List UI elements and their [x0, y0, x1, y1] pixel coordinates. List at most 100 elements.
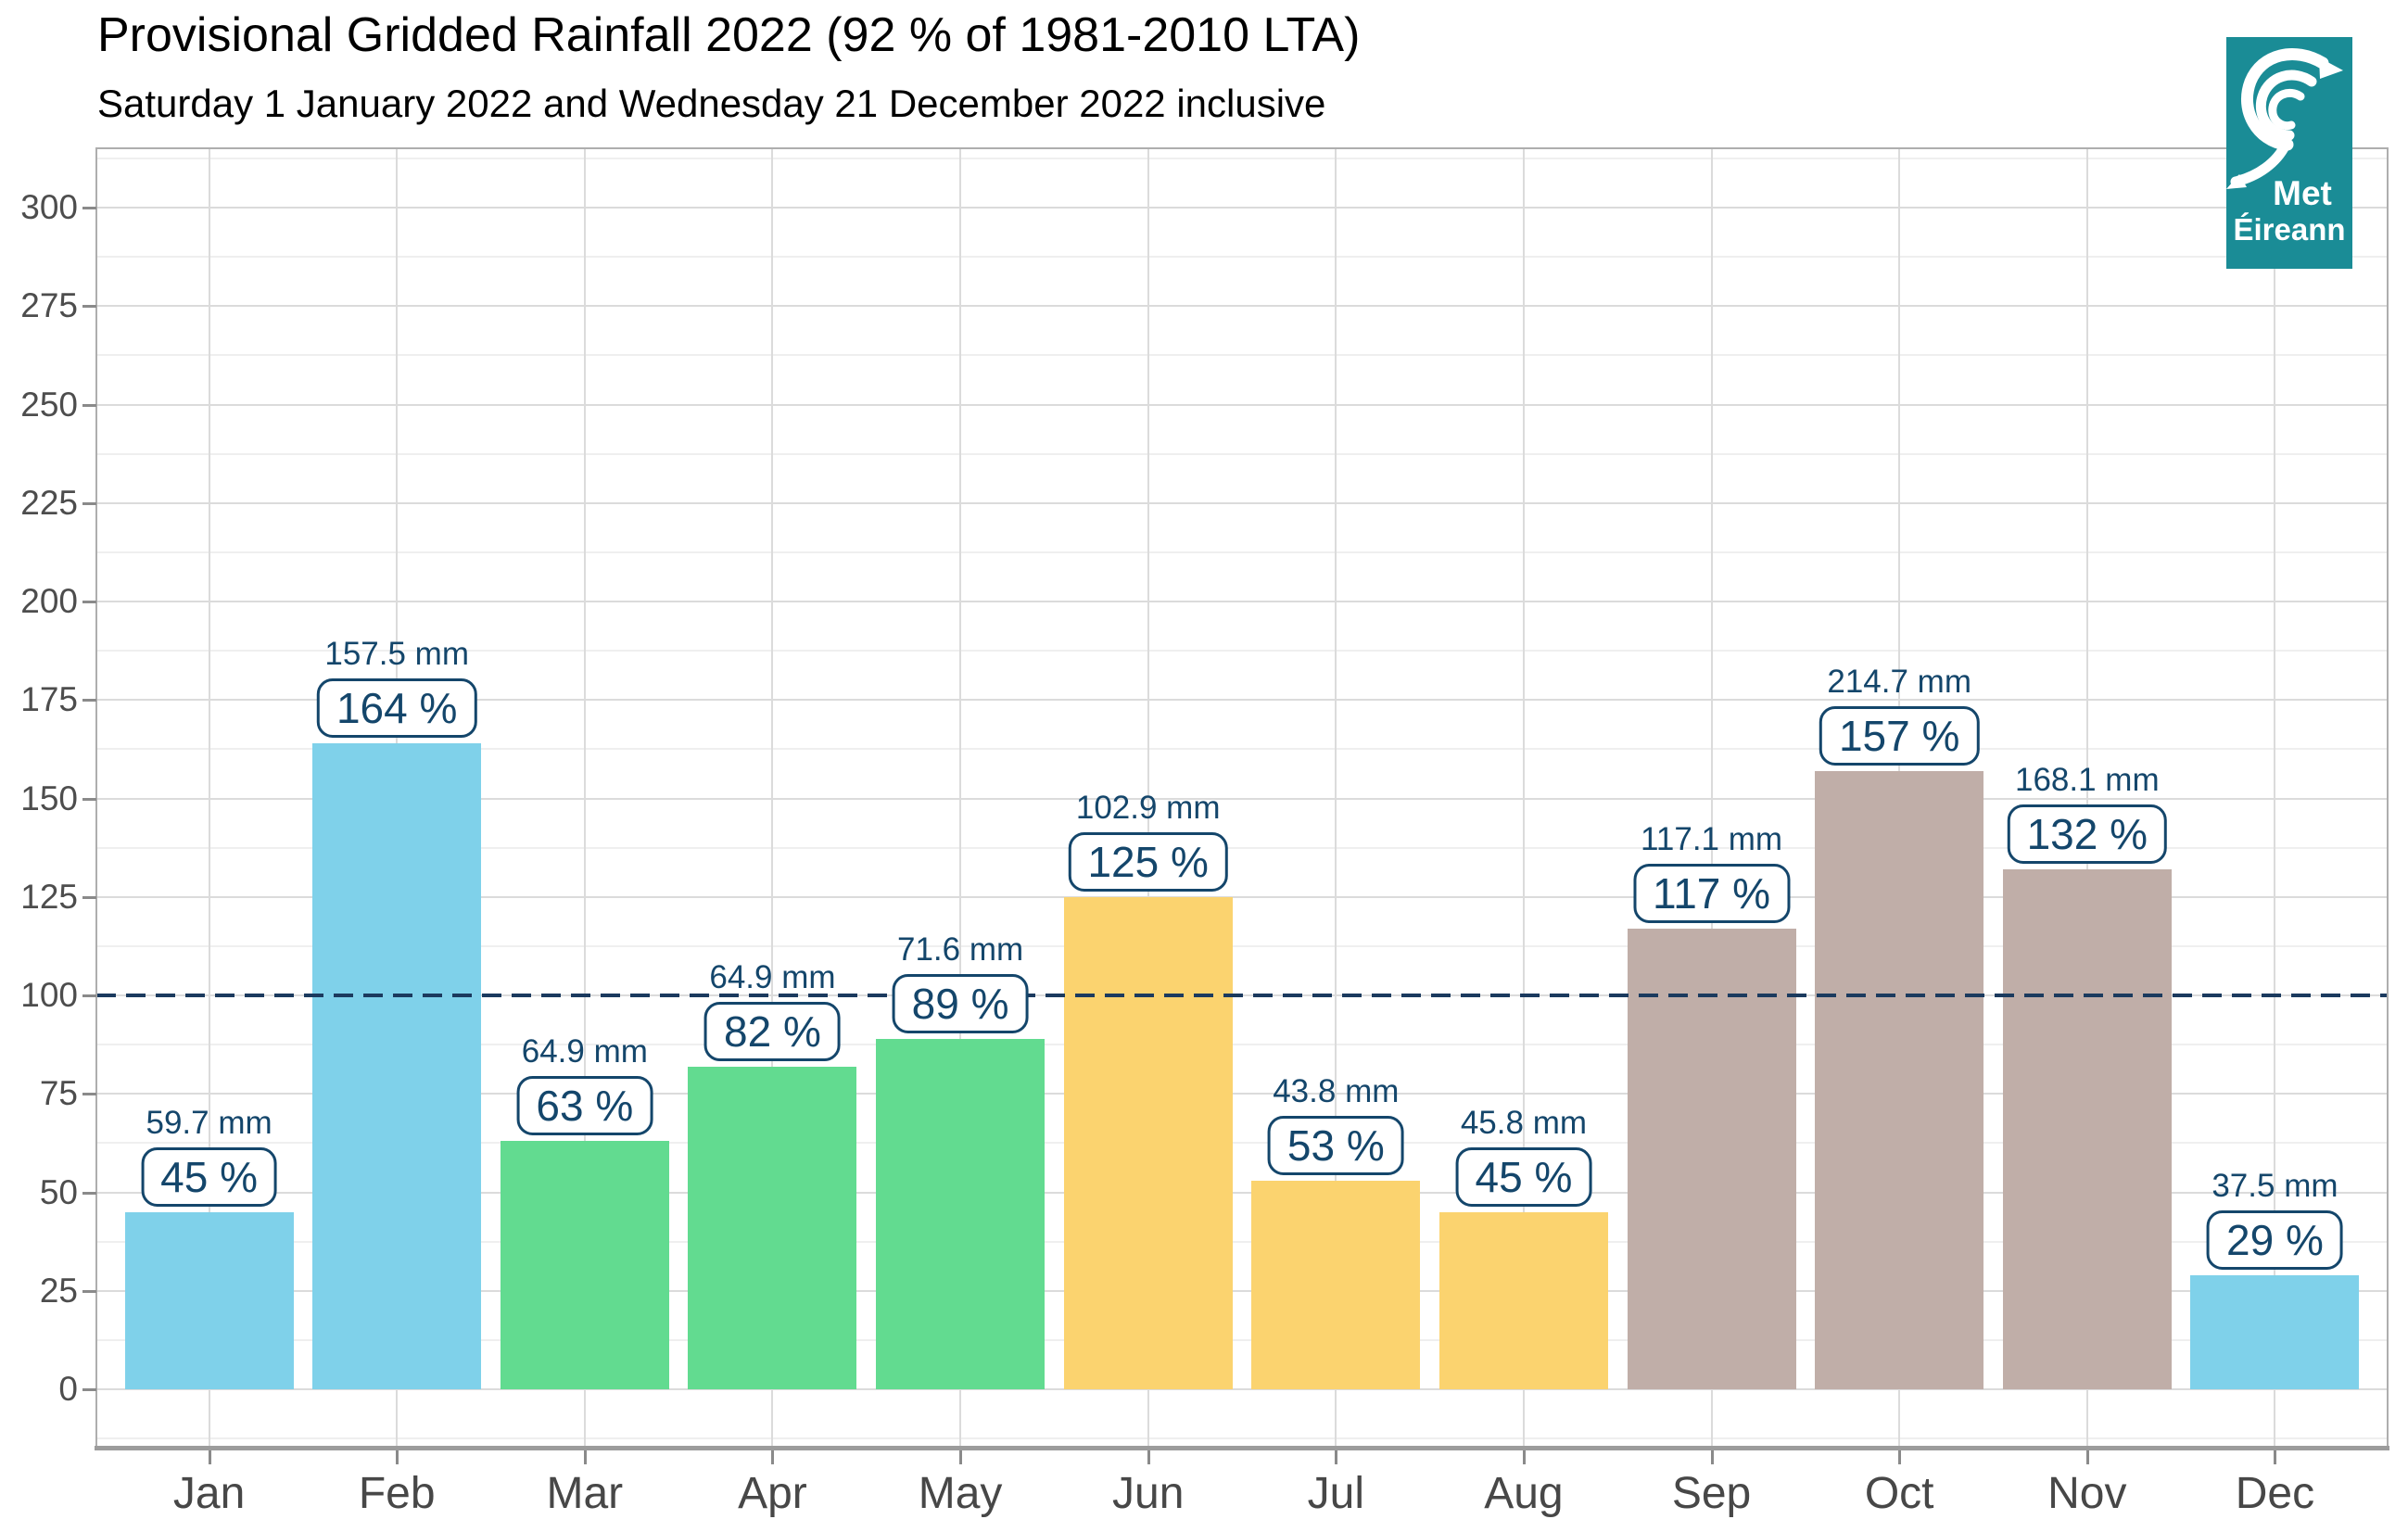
bar-label-percent: 82 % — [704, 1001, 841, 1061]
bar-jan — [124, 1211, 294, 1389]
bar-label-percent: 45 % — [1455, 1146, 1592, 1207]
x-axis-tick — [583, 1450, 587, 1464]
bar-label-percent: 53 % — [1267, 1115, 1404, 1175]
gridline-vertical — [771, 148, 774, 1449]
bar-label-mm: 168.1 mm — [2014, 762, 2160, 798]
bar-label-mm: 59.7 mm — [146, 1104, 272, 1141]
gridline-minor-horizontal — [96, 551, 2388, 553]
bar-label-percent: 157 % — [1819, 705, 1980, 766]
y-tick-label: 225 — [20, 483, 78, 522]
bar-label-mm: 64.9 mm — [521, 1033, 648, 1070]
gridline-minor-horizontal — [96, 748, 2388, 751]
bar-jul — [1251, 1180, 1421, 1389]
y-tick-label: 125 — [20, 877, 78, 916]
bar-label-mm: 117.1 mm — [1641, 820, 1783, 857]
gridline-vertical — [583, 148, 586, 1449]
y-axis-tick — [82, 1093, 96, 1096]
bar-label-mm: 214.7 mm — [1827, 663, 1971, 700]
gridline-major-horizontal — [96, 1191, 2388, 1194]
y-tick-label: 75 — [39, 1074, 78, 1113]
x-tick-label: Aug — [1484, 1469, 1564, 1518]
x-axis-tick — [1898, 1450, 1902, 1464]
gridline-minor-horizontal — [96, 354, 2388, 357]
gridline-minor-horizontal — [96, 944, 2388, 947]
x-axis-tick — [396, 1450, 399, 1464]
y-axis-tick — [82, 403, 96, 407]
bar-oct — [1815, 770, 1984, 1389]
gridline-minor-horizontal — [96, 452, 2388, 455]
x-axis-line — [95, 1446, 2389, 1450]
y-tick-label: 50 — [39, 1172, 78, 1211]
gridline-major-horizontal — [96, 797, 2388, 800]
gridline-vertical — [959, 148, 962, 1449]
gridline-vertical — [1710, 148, 1713, 1449]
y-tick-label: 0 — [58, 1370, 78, 1408]
x-axis-tick — [2274, 1450, 2277, 1464]
bar-sep — [1627, 928, 1796, 1389]
gridline-major-horizontal — [96, 601, 2388, 602]
bar-apr — [688, 1066, 857, 1389]
x-axis-tick — [1335, 1450, 1338, 1464]
chart-title: Provisional Gridded Rainfall 2022 (92 % … — [97, 8, 1361, 62]
bar-label-percent: 45 % — [141, 1146, 277, 1207]
y-tick-label: 250 — [20, 385, 78, 424]
bar-label-mm: 37.5 mm — [2212, 1167, 2338, 1204]
x-tick-label: Feb — [358, 1469, 436, 1518]
bar-label-mm: 64.9 mm — [709, 958, 836, 995]
x-tick-label: Sep — [1671, 1469, 1752, 1518]
bar-label-percent: 29 % — [2206, 1209, 2343, 1270]
y-axis-tick — [82, 699, 96, 703]
x-tick-label: Apr — [738, 1469, 807, 1518]
bar-label-percent: 89 % — [892, 973, 1029, 1033]
gridline-vertical — [208, 148, 210, 1449]
gridline-major-horizontal — [96, 305, 2388, 308]
gridline-minor-horizontal — [96, 1142, 2388, 1145]
bar-nov — [2002, 869, 2172, 1389]
gridline-major-horizontal — [96, 403, 2388, 406]
x-axis-tick — [2085, 1450, 2089, 1464]
gridline-minor-horizontal — [96, 1338, 2388, 1341]
x-axis-tick — [1147, 1450, 1150, 1464]
x-axis-tick — [1522, 1450, 1526, 1464]
lta-reference-line — [96, 994, 2388, 997]
bar-aug — [1438, 1211, 1608, 1389]
chart-subtitle: Saturday 1 January 2022 and Wednesday 21… — [97, 82, 1326, 125]
bar-label-percent: 164 % — [316, 678, 477, 738]
bar-label-percent: 63 % — [516, 1076, 653, 1136]
y-tick-label: 150 — [20, 779, 78, 817]
gridline-minor-horizontal — [96, 157, 2388, 159]
bar-label-mm: 45.8 mm — [1460, 1104, 1587, 1141]
x-tick-label: Mar — [546, 1469, 624, 1518]
bar-dec — [2190, 1274, 2360, 1389]
logo-text-eireann: Éireann — [2233, 212, 2346, 247]
x-tick-label: May — [918, 1469, 1003, 1518]
gridline-major-horizontal — [96, 1289, 2388, 1292]
y-tick-label: 100 — [20, 976, 78, 1014]
y-tick-label: 300 — [20, 188, 78, 226]
x-axis-tick — [1710, 1450, 1714, 1464]
y-axis-tick — [82, 1388, 96, 1391]
gridline-vertical — [1522, 148, 1525, 1449]
x-tick-label: Jan — [172, 1469, 246, 1518]
gridline-major-horizontal — [96, 699, 2388, 702]
bar-feb — [312, 743, 482, 1389]
gridline-minor-horizontal — [96, 1437, 2388, 1440]
y-axis-tick — [82, 1289, 96, 1293]
bar-label-mm: 71.6 mm — [896, 931, 1024, 968]
bar-may — [876, 1038, 1046, 1389]
bar-label-mm: 43.8 mm — [1273, 1072, 1400, 1109]
x-tick-label: Dec — [2235, 1469, 2315, 1518]
gridline-major-horizontal — [96, 1388, 2388, 1390]
y-axis-tick — [82, 601, 96, 603]
bar-label-mm: 157.5 mm — [324, 636, 469, 672]
gridline-minor-horizontal — [96, 256, 2388, 259]
x-axis-tick — [959, 1450, 963, 1464]
y-tick-label: 25 — [39, 1271, 78, 1310]
y-axis-tick — [82, 994, 96, 997]
x-axis-tick — [208, 1450, 211, 1464]
y-tick-label: 275 — [20, 286, 78, 325]
y-axis-tick — [82, 501, 96, 505]
x-tick-label: Jun — [1111, 1469, 1185, 1518]
